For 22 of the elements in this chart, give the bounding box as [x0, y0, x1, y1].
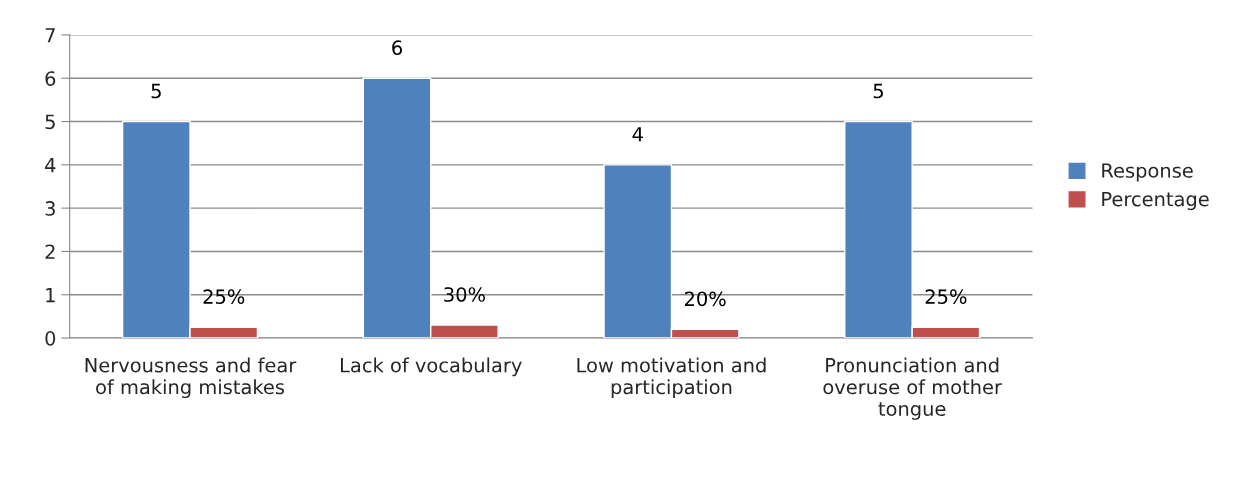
y-tick-label: 7 — [45, 28, 55, 43]
data-label: 4 — [632, 127, 643, 142]
x-tick-label: Low motivation and participation — [577, 357, 766, 399]
y-tick-label: 1 — [46, 287, 55, 303]
y-tick-label: 5 — [45, 114, 55, 130]
data-label: 25% — [203, 289, 245, 305]
data-label: 6 — [392, 40, 402, 56]
data-label: 25% — [925, 289, 967, 305]
y-tick-label: 0 — [45, 331, 56, 346]
data-label: 5 — [151, 83, 161, 99]
legend-label: Response — [1102, 163, 1193, 182]
x-tick-label: Lack of vocabulary — [340, 357, 522, 377]
data-label: 30% — [444, 287, 485, 302]
y-tick-label: 4 — [45, 158, 56, 173]
y-tick-label: 2 — [45, 244, 55, 259]
y-tick-label: 6 — [45, 71, 56, 86]
data-label: 5 — [873, 83, 883, 99]
y-tick-label: 3 — [45, 201, 55, 216]
x-tick-label: Nervousness and fear of making mistakes — [85, 357, 297, 399]
legend-label: Percentage — [1102, 191, 1209, 211]
x-tick-label: Pronunciation and overuse of mother tongue — [823, 357, 1002, 420]
data-label: 20% — [684, 291, 726, 307]
